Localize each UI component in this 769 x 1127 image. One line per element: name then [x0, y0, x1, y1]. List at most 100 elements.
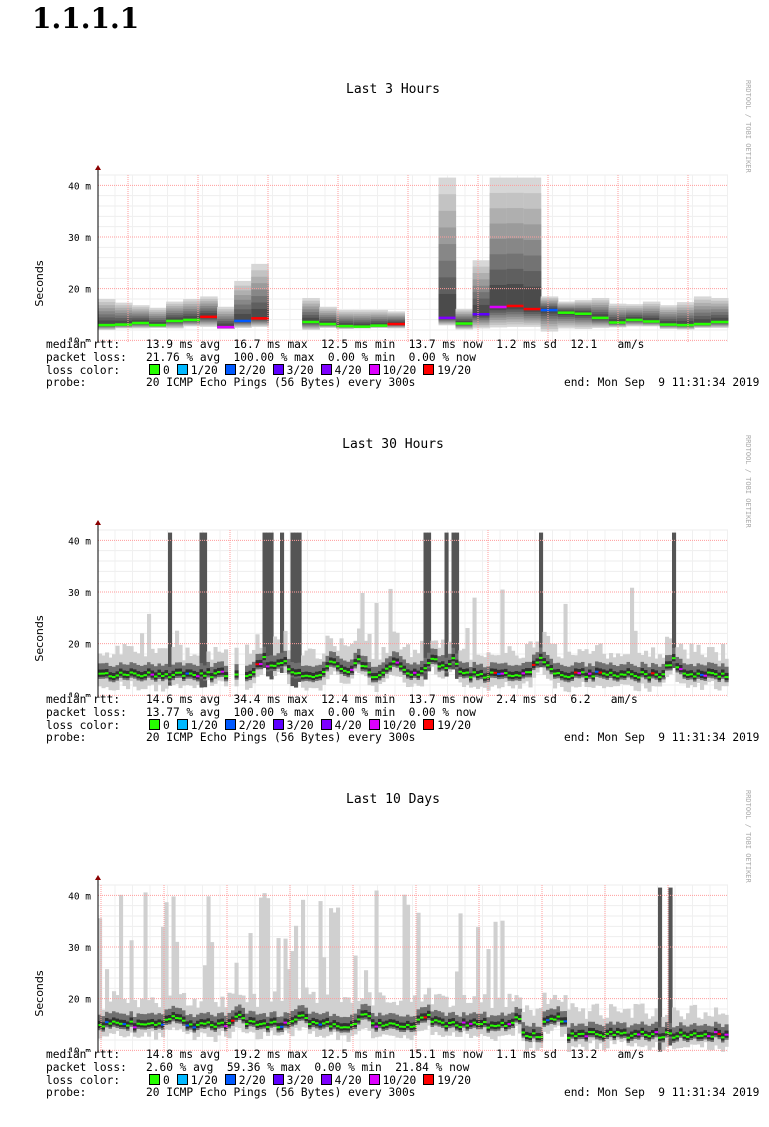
median-mark	[591, 1031, 596, 1034]
smoke-band	[266, 532, 271, 677]
color-swatch	[320, 1074, 332, 1085]
median-mark	[416, 673, 421, 676]
rtt-label: median rtt:	[46, 693, 121, 706]
median-mark	[588, 672, 593, 675]
loss-color-item: 1/20	[174, 719, 218, 733]
smoke-band	[164, 902, 169, 1030]
median-mark	[497, 672, 502, 675]
median-mark	[399, 665, 404, 668]
legend: median rtt: 13.9 ms avg 16.7 ms max 12.5 …	[46, 338, 759, 389]
median-mark	[490, 671, 495, 674]
median-mark	[154, 1023, 159, 1026]
median-mark	[266, 665, 271, 668]
color-swatch	[423, 364, 435, 375]
color-swatch	[272, 1074, 284, 1085]
median-mark	[686, 673, 691, 676]
median-mark	[668, 664, 673, 667]
median-mark	[200, 315, 218, 319]
y-tick-label: 20 m	[68, 285, 91, 296]
median-mark	[287, 1022, 292, 1025]
median-mark	[311, 1021, 316, 1024]
smoke-band	[147, 613, 152, 686]
watermark: RRDTOOL / TOBI OETIKER	[744, 435, 752, 529]
median-mark	[472, 671, 477, 674]
smoke-band	[406, 904, 411, 1039]
probe-label: probe:	[46, 375, 87, 389]
rtt-label: median rtt:	[46, 338, 121, 351]
y-axis-label: Seconds	[33, 970, 46, 1016]
smoke-band	[423, 532, 428, 680]
smoke-band	[175, 630, 180, 684]
median-mark	[535, 1036, 540, 1039]
median-mark	[493, 671, 498, 674]
smoke-band	[276, 938, 281, 1036]
median-mark	[423, 667, 428, 670]
smoke-band	[119, 894, 124, 1036]
smoke-band	[262, 532, 267, 669]
median-mark	[616, 1031, 621, 1034]
median-mark	[619, 1032, 624, 1035]
median-mark	[136, 674, 141, 677]
median-mark	[504, 1024, 509, 1027]
median-mark	[644, 1033, 649, 1036]
smoke-band	[455, 971, 460, 1037]
median-mark	[500, 1021, 505, 1024]
median-mark	[157, 1022, 162, 1025]
smoke-band	[329, 908, 334, 1035]
median-mark	[203, 674, 208, 677]
median-mark	[241, 1017, 246, 1020]
chart-title: Last 30 Hours	[342, 437, 444, 452]
median-mark	[189, 1023, 194, 1026]
median-mark	[196, 1023, 201, 1026]
y-tick-label: 30 m	[68, 233, 91, 244]
median-mark	[150, 673, 155, 676]
median-mark	[157, 672, 162, 675]
median-mark	[556, 672, 561, 675]
smoke-band	[304, 987, 309, 1028]
probe-label: probe:	[46, 730, 87, 744]
median-mark	[546, 664, 551, 667]
loss-color-value: 1/20	[190, 364, 218, 377]
probe-info: 20 ICMP Echo Pings (56 Bytes) every 300s	[146, 1085, 416, 1099]
smoke-band	[294, 925, 299, 1029]
median-mark	[322, 1022, 327, 1025]
median-mark	[387, 322, 405, 326]
median-mark	[203, 1022, 208, 1025]
median-mark	[633, 675, 638, 678]
smoke-band	[210, 942, 215, 1037]
smoke-band	[343, 997, 348, 1036]
median-mark	[451, 657, 456, 660]
median-mark	[557, 311, 576, 314]
y-axis-label: Seconds	[33, 615, 46, 661]
median-mark	[489, 305, 508, 309]
median-mark	[164, 673, 169, 676]
median-mark	[245, 675, 250, 678]
median-mark	[185, 672, 190, 675]
loss-color-value: 2/20	[238, 1074, 266, 1087]
color-swatch	[368, 719, 380, 730]
median-mark	[560, 1020, 565, 1023]
smoke-band	[676, 320, 695, 326]
median-mark	[490, 1024, 495, 1027]
median-mark	[563, 675, 568, 678]
smoke-band	[319, 320, 337, 325]
y-tick-label: 20 m	[68, 995, 91, 1006]
median-mark	[402, 1025, 407, 1028]
median-mark	[430, 1020, 435, 1023]
median-mark	[608, 321, 627, 324]
median-mark	[540, 308, 559, 312]
median-mark	[336, 324, 354, 328]
smoke-band	[251, 308, 269, 320]
smoke-band	[672, 532, 677, 669]
smoke-band	[168, 532, 173, 686]
median-mark	[140, 1023, 145, 1026]
median-mark	[308, 675, 313, 678]
median-mark	[493, 1025, 498, 1028]
smoke-band	[360, 592, 365, 675]
median-mark	[642, 320, 661, 323]
median-mark	[105, 672, 110, 675]
median-mark	[262, 656, 267, 659]
loss-color-value: 10/20	[382, 364, 417, 377]
median-mark	[402, 668, 407, 671]
median-mark	[714, 673, 719, 676]
